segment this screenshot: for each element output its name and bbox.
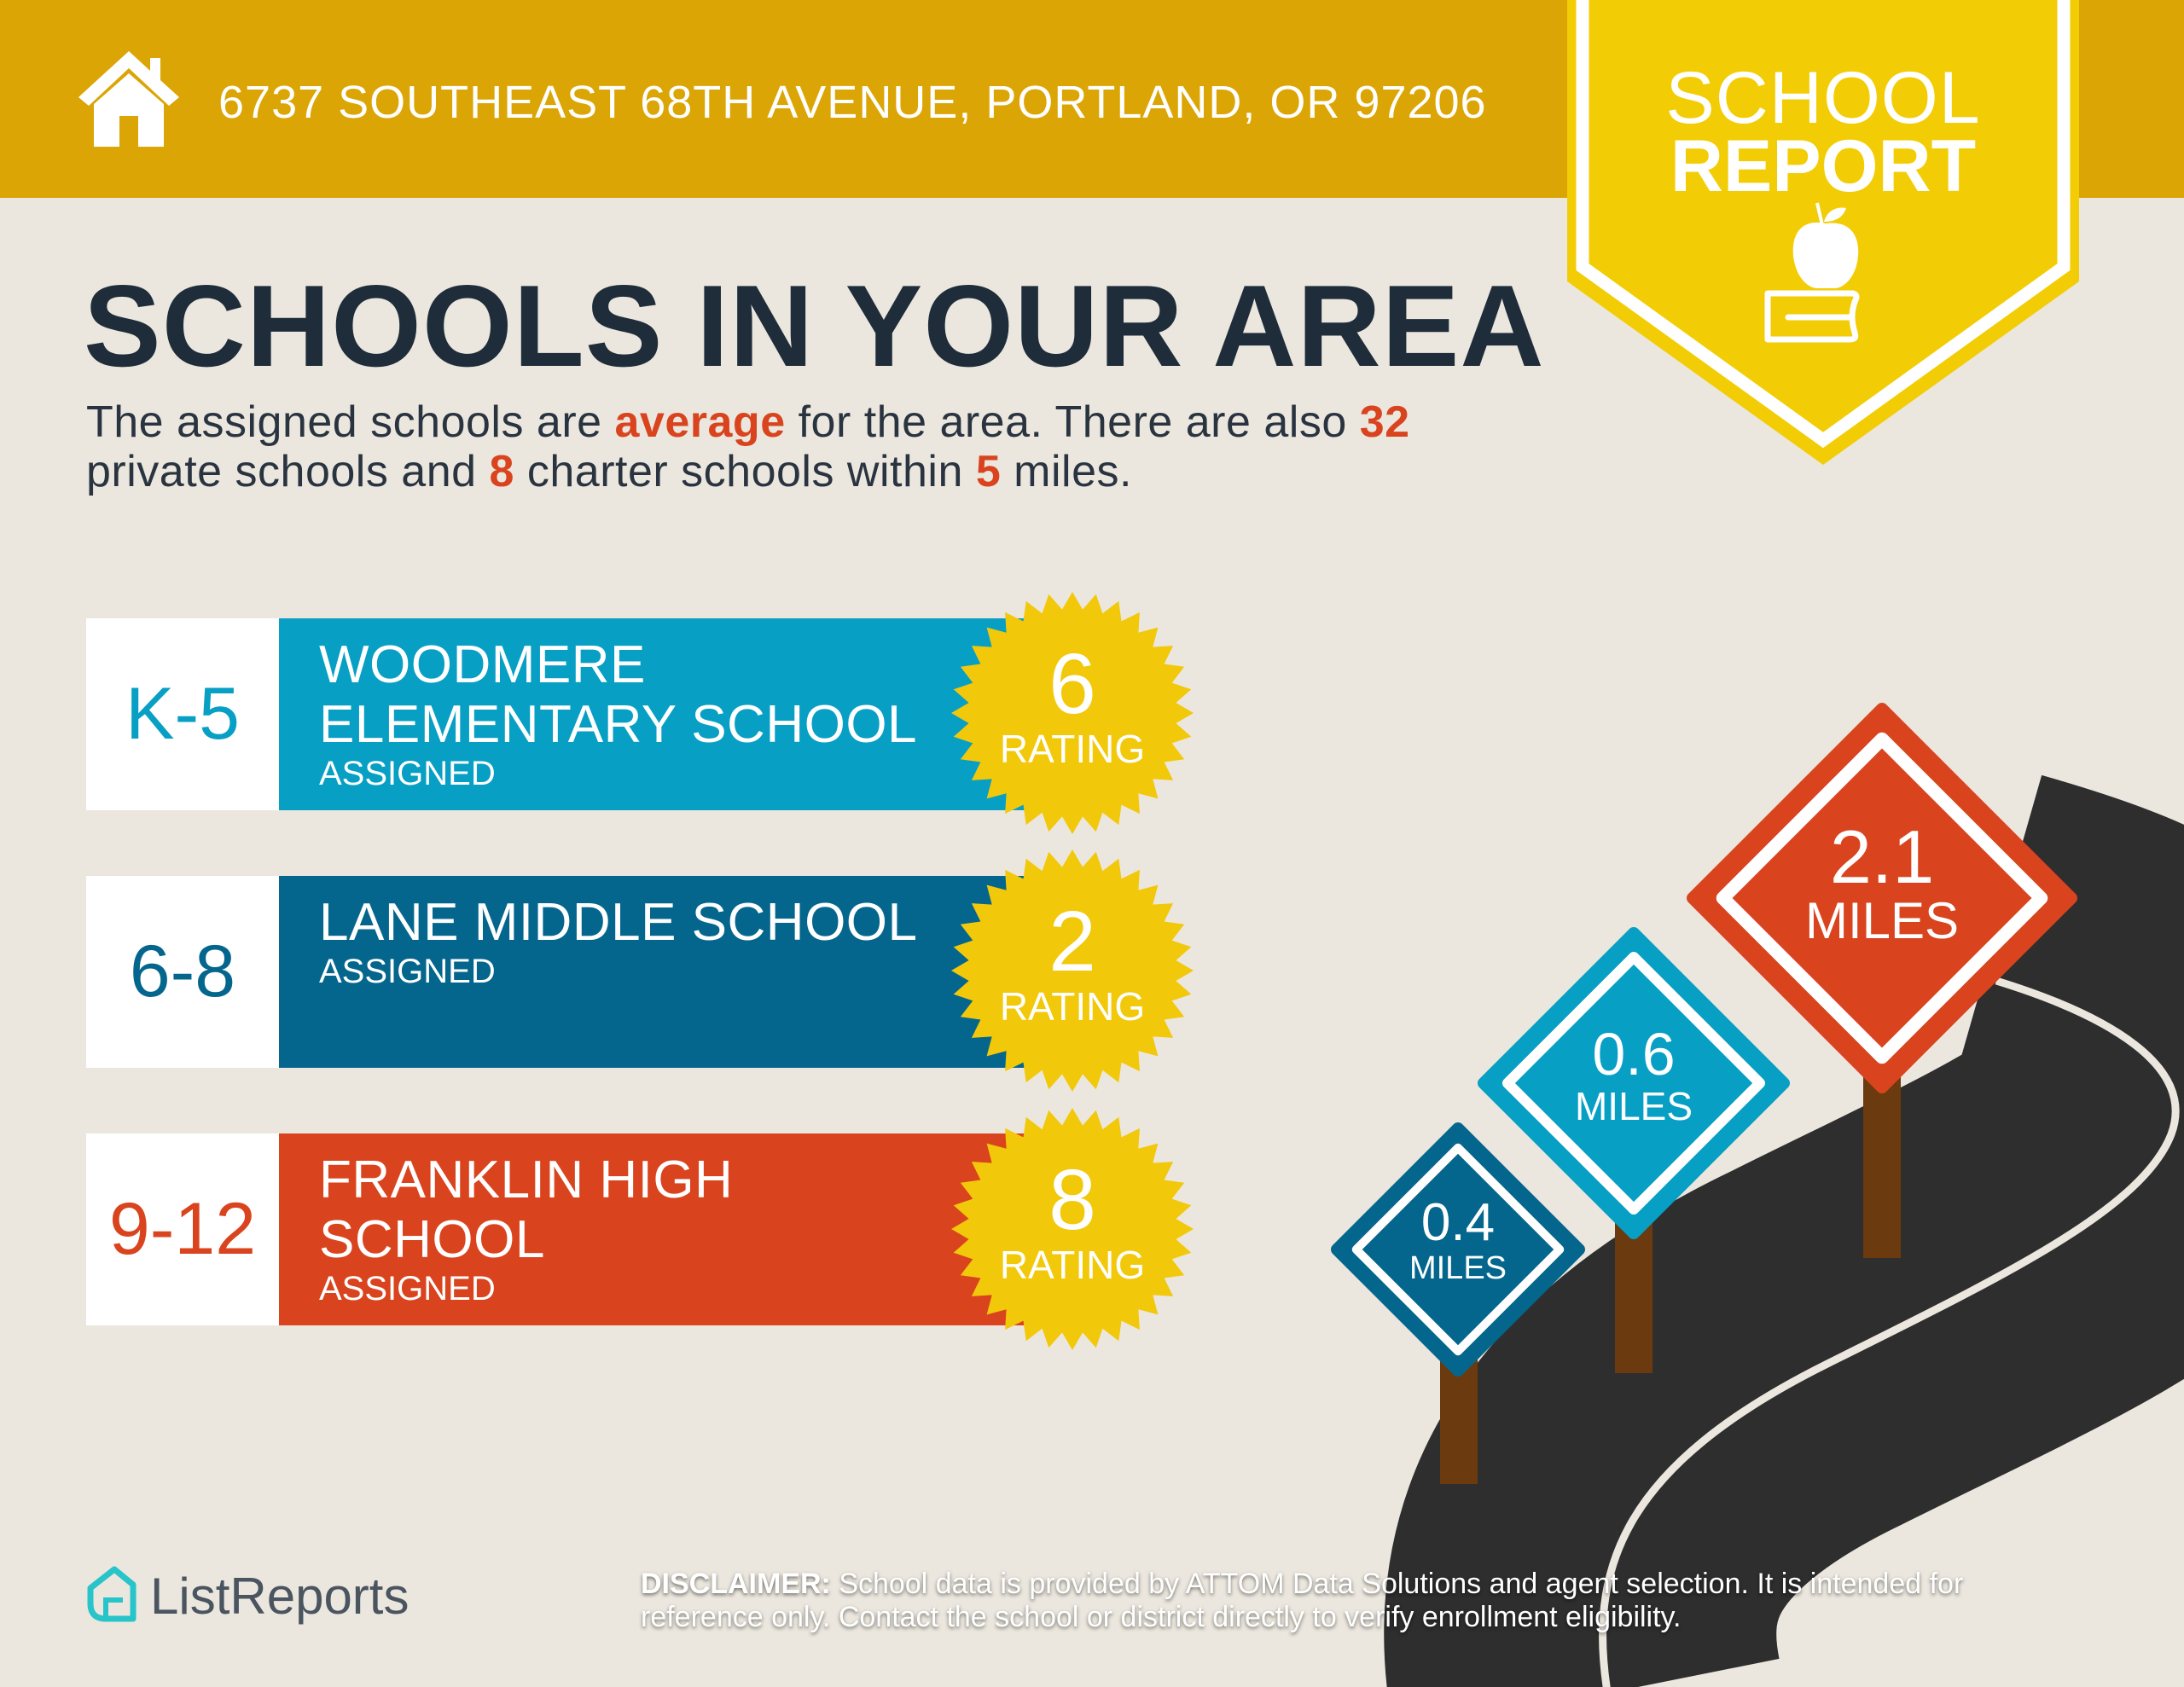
school-row-middle[interactable]: 6-8 LANE MIDDLE SCHOOL ASSIGNED (86, 876, 1025, 1068)
grade-range: 9-12 (86, 1133, 279, 1325)
radius: 5 (975, 447, 1002, 496)
private-count: 32 (1359, 397, 1410, 447)
banner-title-line1: SCHOOL (1665, 57, 1981, 139)
school-name: FRANKLIN HIGH (319, 1151, 734, 1209)
school-info: WOODMERE ELEMENTARY SCHOOL ASSIGNED (279, 618, 1025, 810)
school-name-line2: ELEMENTARY SCHOOL (319, 695, 918, 754)
assignment-status: ASSIGNED (319, 953, 496, 990)
grade-range: 6-8 (86, 876, 279, 1068)
rating-starburst (951, 849, 1194, 1092)
rating-badge-high: 8 RATING (999, 1152, 1146, 1287)
house-icon (78, 51, 179, 147)
listreports-logo-icon (87, 1566, 136, 1622)
property-address: 6737 SOUTHEAST 68TH AVENUE, PORTLAND, OR… (218, 77, 1487, 128)
disclaimer: DISCLAIMER: School data is provided by A… (641, 1568, 1964, 1633)
apple-books-icon (1764, 202, 1860, 343)
distance-sign-elementary: 0.6 MILES (1574, 1021, 1693, 1128)
assignment-status: ASSIGNED (319, 1270, 496, 1307)
school-info: FRANKLIN HIGH SCHOOL ASSIGNED (279, 1133, 1025, 1325)
rating-badge-middle: 2 RATING (999, 894, 1146, 1029)
school-info: LANE MIDDLE SCHOOL ASSIGNED (279, 876, 1025, 1068)
distance-sign-diamond (1716, 732, 2048, 1064)
rating-starburst (951, 1108, 1194, 1350)
charter-count: 8 (489, 447, 514, 496)
assignment-status: ASSIGNED (319, 755, 496, 792)
school-row-elementary[interactable]: K-5 WOODMERE ELEMENTARY SCHOOL ASSIGNED (86, 618, 1025, 810)
school-row-high[interactable]: 9-12 FRANKLIN HIGH SCHOOL ASSIGNED (86, 1133, 1025, 1325)
school-name: WOODMERE (319, 635, 646, 694)
distance-sign-diamond (1351, 1143, 1565, 1356)
quality-highlight: average (614, 397, 786, 447)
brand-name: ListReports (150, 1567, 410, 1625)
school-name: LANE MIDDLE SCHOOL (319, 893, 918, 952)
banner-title-line2: REPORT (1670, 125, 1977, 207)
rating-starburst (951, 592, 1194, 834)
distance-sign-diamond (1502, 952, 1766, 1215)
school-name-line2: SCHOOL (319, 1210, 545, 1269)
distance-sign-middle: 0.4 MILES (1409, 1193, 1507, 1287)
page-title: SCHOOLS IN YOUR AREA (84, 261, 1545, 391)
distance-sign-high: 2.1 MILES (1804, 815, 1960, 949)
summary-text: The assigned schools are average for the… (86, 397, 1410, 496)
rating-badge-elementary: 6 RATING (999, 636, 1146, 771)
listreports-logo: ListReports (85, 1566, 409, 1626)
grade-range: K-5 (86, 618, 279, 810)
